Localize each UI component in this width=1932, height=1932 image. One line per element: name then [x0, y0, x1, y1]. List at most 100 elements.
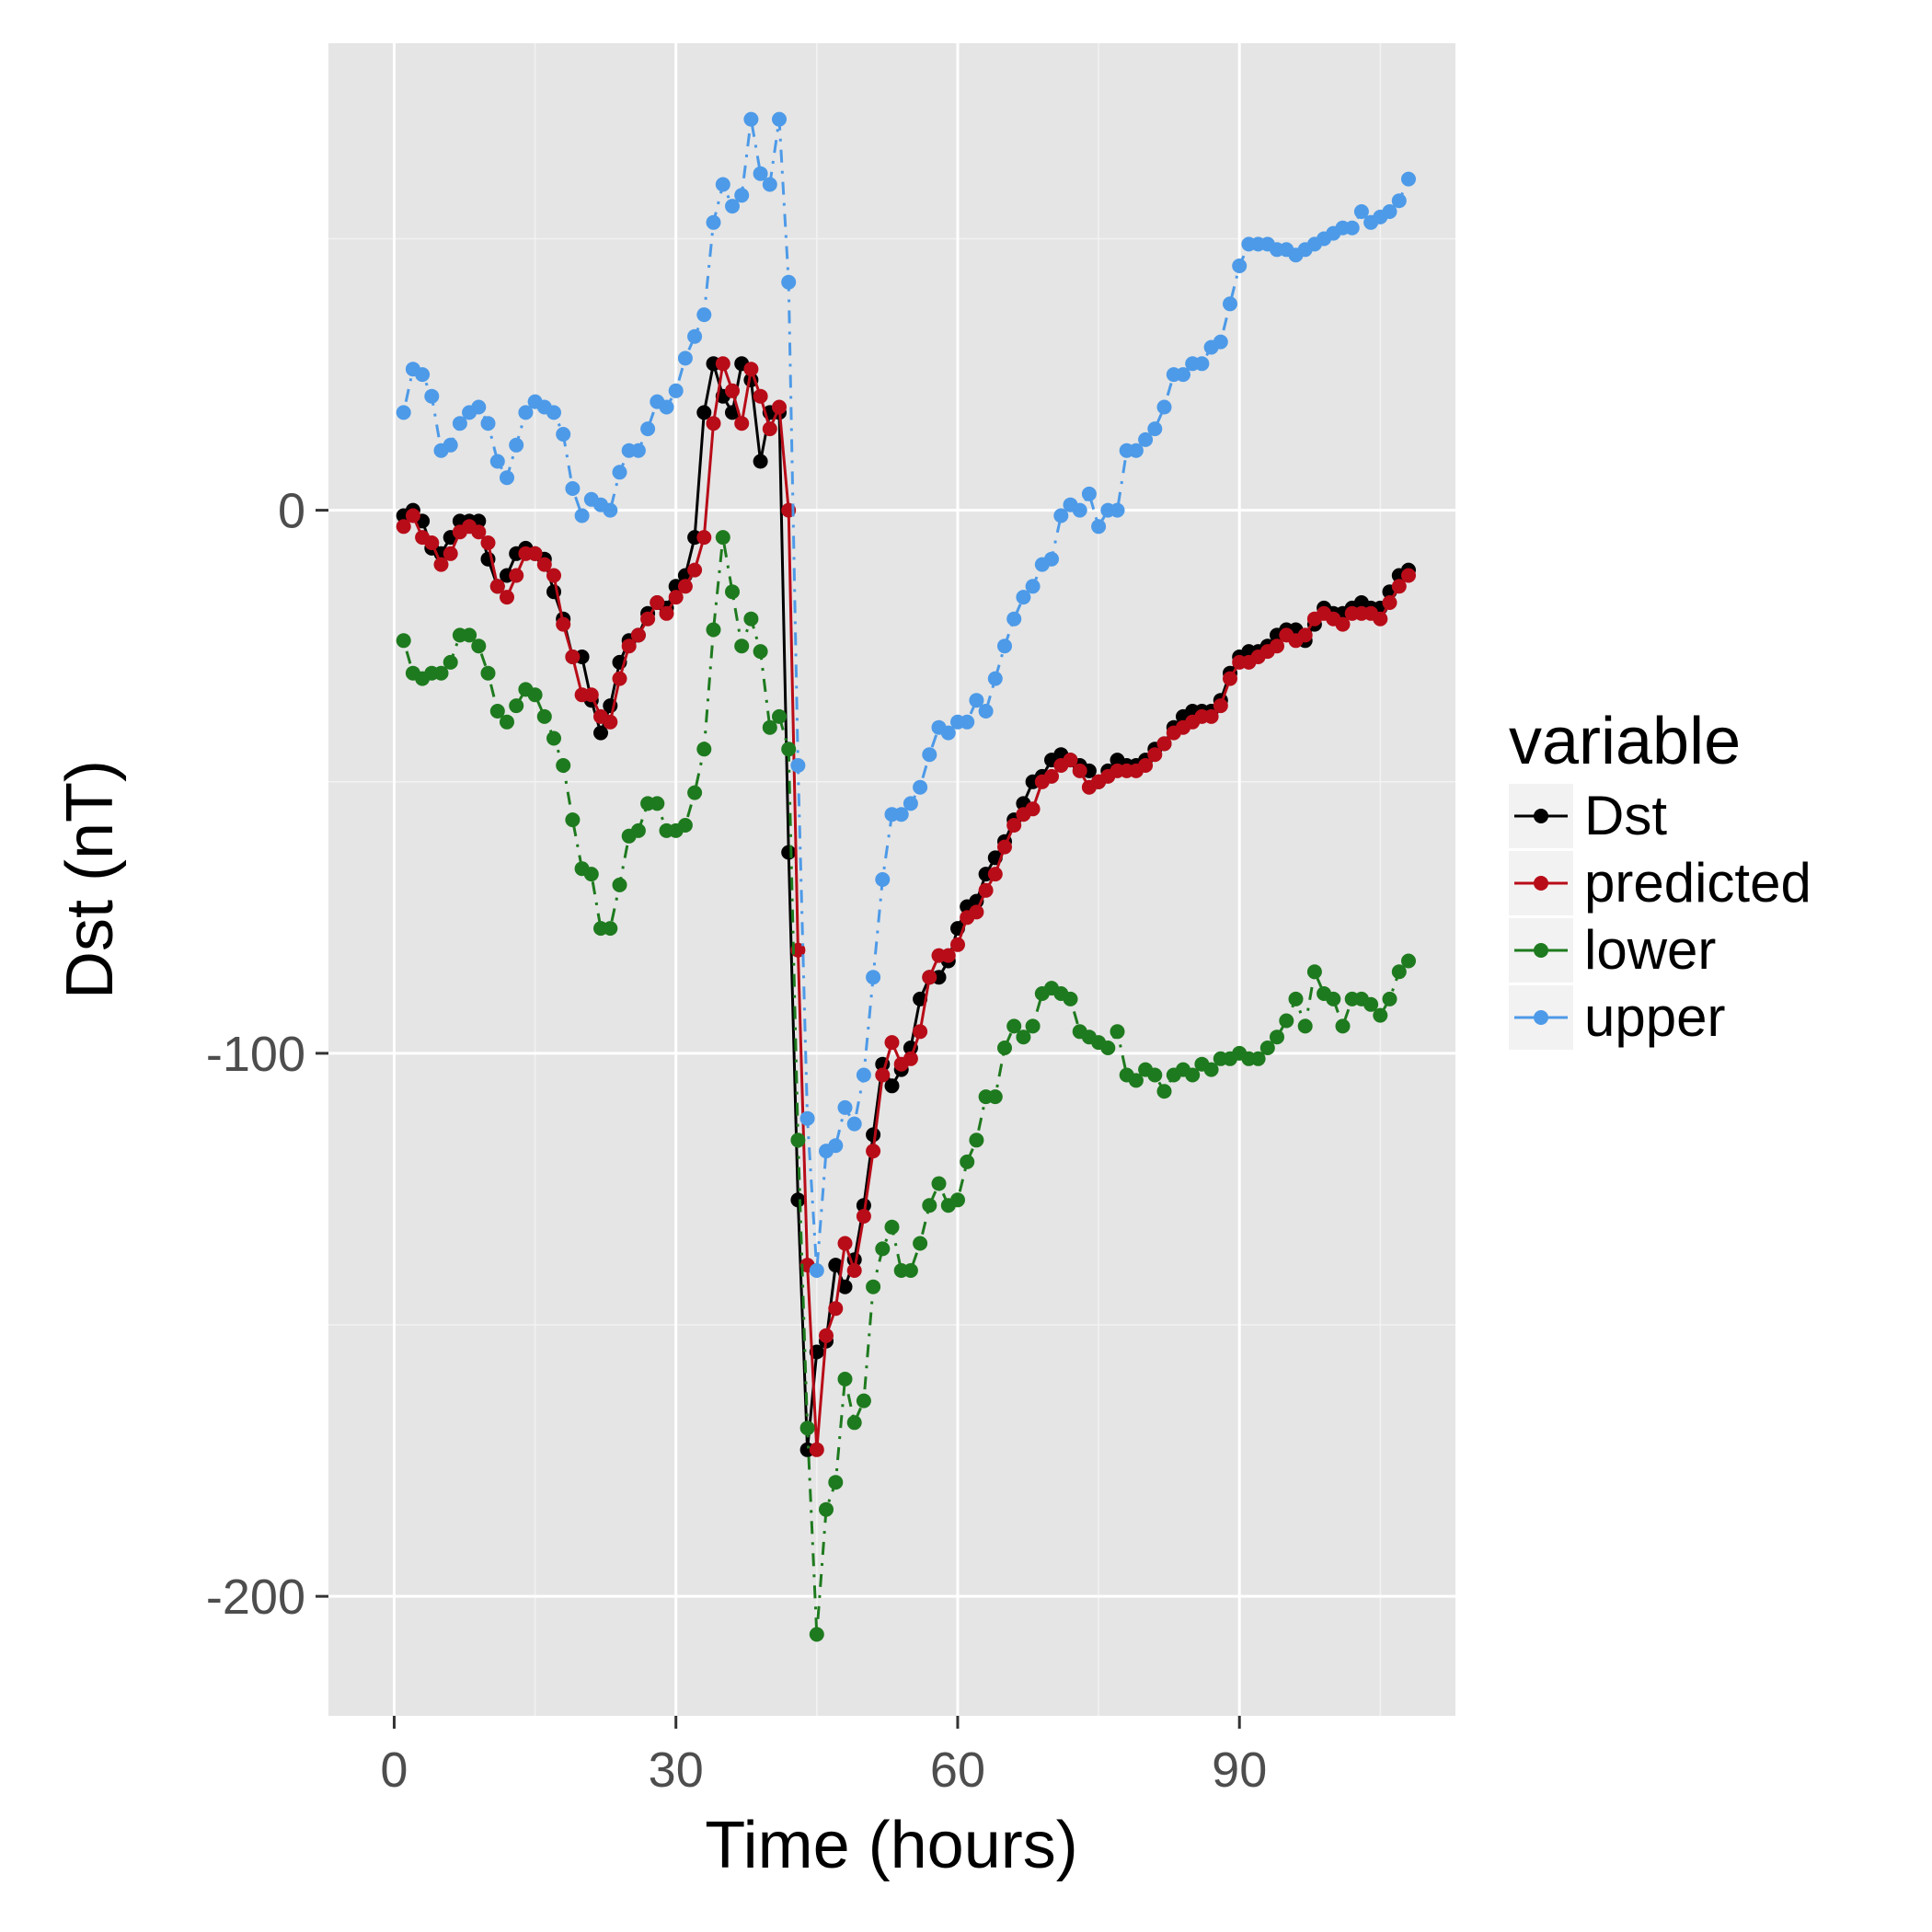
data-point [509, 568, 524, 583]
data-point [668, 590, 684, 605]
data-point [734, 638, 750, 654]
data-point [1176, 367, 1190, 383]
data-point [734, 416, 750, 431]
data-point [809, 1627, 824, 1642]
data-point [922, 1198, 937, 1213]
legend-label: predicted [1584, 852, 1811, 914]
data-point [1063, 753, 1078, 768]
data-point [659, 399, 674, 415]
data-point [471, 638, 487, 654]
data-point [913, 1024, 928, 1040]
data-point [743, 111, 759, 127]
data-point [1326, 991, 1341, 1006]
data-point [565, 812, 581, 828]
data-point [471, 399, 487, 415]
data-point [725, 405, 740, 420]
data-point [1335, 616, 1351, 632]
data-point [1270, 638, 1284, 654]
data-point [837, 1099, 853, 1115]
data-point [931, 1176, 947, 1191]
data-point [1382, 991, 1397, 1006]
data-point [1156, 736, 1172, 752]
data-point [790, 758, 806, 773]
data-point [433, 557, 449, 572]
data-point [753, 454, 768, 469]
x-tick-label: 90 [1212, 1742, 1267, 1798]
data-point [1382, 204, 1397, 219]
data-point [799, 1110, 815, 1126]
data-point [922, 970, 937, 985]
data-point [809, 1442, 824, 1457]
data-point [546, 730, 561, 746]
data-point [489, 704, 505, 719]
data-point [1373, 1007, 1388, 1023]
data-point [903, 796, 918, 811]
data-point [500, 714, 514, 730]
data-point [903, 1051, 918, 1066]
data-point [1401, 953, 1416, 969]
data-point [762, 719, 777, 735]
data-point [790, 1192, 806, 1208]
data-point [696, 742, 712, 757]
data-point [509, 437, 524, 453]
data-point [875, 1067, 891, 1083]
data-point [725, 199, 740, 214]
data-point [1044, 768, 1059, 784]
data-point [1382, 595, 1397, 610]
data-point [913, 1236, 928, 1251]
series-predicted [396, 356, 1416, 1457]
data-point [866, 970, 881, 985]
data-point [875, 872, 891, 887]
data-point [1213, 334, 1228, 350]
data-point [1185, 1067, 1201, 1083]
data-point [1128, 1073, 1144, 1088]
x-axis-title: Time (hours) [705, 1809, 1077, 1882]
data-point [452, 416, 467, 431]
data-point [687, 785, 703, 800]
data-point [1138, 431, 1154, 447]
data-point [630, 822, 646, 838]
data-point [621, 638, 637, 654]
data-point [500, 470, 514, 486]
data-point [1156, 399, 1172, 415]
data-point [696, 307, 712, 323]
data-point [819, 1328, 834, 1343]
data-point [913, 779, 928, 795]
data-point [856, 1198, 871, 1213]
legend-key-point [1534, 809, 1548, 823]
data-point [1232, 259, 1248, 273]
legend-item-predicted: predicted [1509, 851, 1811, 915]
data-point [556, 427, 571, 442]
data-point [828, 1258, 844, 1273]
data-point [1100, 1041, 1116, 1055]
data-point [687, 562, 703, 578]
data-point [1025, 801, 1041, 817]
data-point [396, 519, 411, 535]
data-point [1259, 1041, 1275, 1055]
data-point [462, 627, 477, 643]
data-point [753, 166, 768, 181]
data-point [997, 638, 1012, 654]
data-point [650, 796, 665, 811]
data-point [433, 665, 449, 681]
y-axis: 0 -100 -200 [206, 484, 328, 1625]
series-layer [396, 111, 1416, 1642]
data-point [893, 807, 909, 822]
data-point [1391, 193, 1407, 209]
x-tick-label: 60 [930, 1742, 985, 1798]
data-point [866, 1144, 881, 1159]
data-point [1288, 991, 1304, 1006]
legend-title: variable [1509, 705, 1741, 778]
data-point [536, 708, 552, 724]
data-point [725, 584, 740, 600]
data-point [1401, 171, 1416, 187]
data-point [940, 948, 956, 963]
data-point [997, 1041, 1012, 1055]
data-point [1391, 964, 1407, 980]
data-point [1297, 1018, 1313, 1034]
data-point [1363, 996, 1379, 1012]
data-point [471, 524, 487, 540]
series-lower [396, 530, 1416, 1642]
data-point [565, 650, 581, 664]
data-point [1016, 590, 1031, 605]
